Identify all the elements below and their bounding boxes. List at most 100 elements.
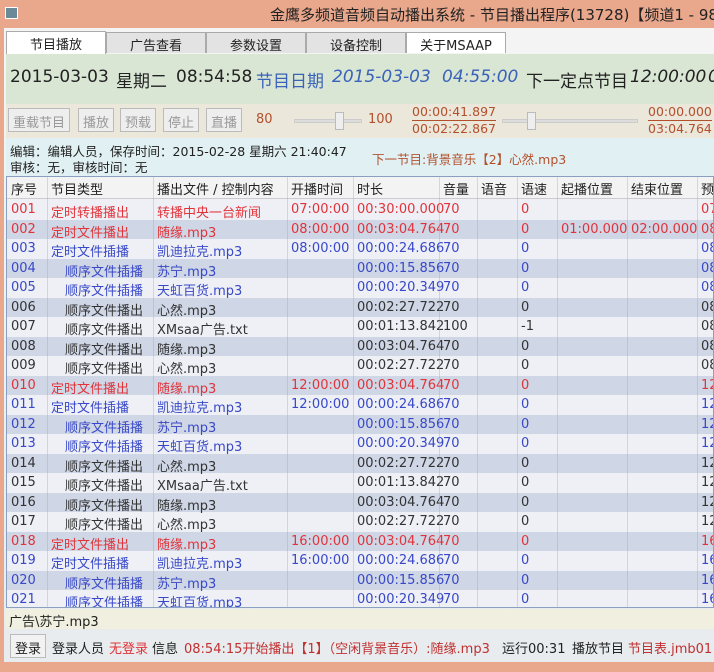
next-fixed-extra: 0 — [708, 67, 714, 87]
preload-button[interactable]: 预载 — [120, 108, 157, 132]
table-row[interactable]: 011 定时文件插播 凯迪拉克.mp3 12:00:00 00:00:24.686 70 0… — [7, 395, 713, 416]
program-time: 04:55:00 — [442, 67, 519, 87]
position-block: 00:00.000 03:04.764 — [648, 104, 712, 137]
login-button[interactable]: 登录 — [10, 634, 47, 658]
table-cell: 顺序文件播出 — [65, 342, 144, 358]
play-button[interactable]: 播放 — [78, 108, 115, 132]
tab-settings[interactable]: 参数设置 — [206, 32, 306, 54]
table-cell: 随缘.mp3 — [157, 225, 217, 241]
table-row[interactable]: 003 定时文件插播 凯迪拉克.mp3 08:00:00 00:00:24.686 70 0… — [7, 239, 713, 260]
table-cell: 顺序文件插播 — [65, 264, 144, 280]
live-button[interactable]: 直播 — [206, 108, 243, 132]
table-cell: 00:00:15.856 — [357, 572, 445, 588]
column-header[interactable]: 起播位置 — [561, 183, 614, 198]
table-cell: 随缘.mp3 — [157, 498, 217, 514]
end-position: 03:04.764 — [648, 121, 712, 136]
table-cell: 002 — [11, 221, 36, 237]
progress-slider[interactable] — [502, 112, 638, 130]
column-header[interactable]: 序号 — [11, 183, 38, 198]
table-cell: 70 — [443, 475, 460, 490]
table-cell: 12:00:00 — [291, 377, 350, 393]
column-header[interactable]: 语音 — [481, 183, 508, 198]
column-header[interactable]: 语速 — [521, 183, 548, 198]
table-cell: 12 — [701, 436, 713, 451]
tab-device-control[interactable]: 设备控制 — [306, 32, 406, 54]
table-cell: 07 — [701, 202, 713, 217]
table-cell: 00:01:13.842 — [357, 319, 445, 334]
table-cell: 顺序文件插播 — [65, 596, 144, 608]
stop-button[interactable]: 停止 — [163, 108, 200, 132]
current-date: 2015-03-03 — [10, 67, 109, 87]
table-cell: 定时文件播出 — [51, 537, 130, 553]
table-cell: 心然.mp3 — [157, 303, 217, 319]
table-cell: 70 — [443, 377, 460, 393]
editor-info: 编辑：编辑人员，保存时间：2015-02-28 星期六 21:40:47 — [10, 144, 347, 159]
table-cell: 0 — [521, 572, 530, 588]
volume-slider[interactable] — [294, 112, 362, 130]
start-position: 00:00.000 — [648, 104, 712, 121]
column-header[interactable]: 播出文件 / 控制内容 — [157, 183, 274, 198]
table-cell: 08 — [701, 280, 713, 295]
table-cell: 0 — [521, 241, 530, 256]
table-row[interactable]: 019 定时文件插播 凯迪拉克.mp3 16:00:00 00:00:24.686 70 0… — [7, 551, 713, 572]
table-cell: 100 — [443, 319, 468, 334]
table-cell: 0 — [521, 280, 530, 295]
table-cell: 0 — [521, 260, 530, 276]
tab-program-play[interactable]: 节目播放 — [6, 31, 106, 54]
reload-button[interactable]: 重载节目 — [8, 108, 71, 132]
table-row[interactable]: 002 定时文件播出 随缘.mp3 08:00:00 00:03:04.764 70 0 01… — [7, 219, 713, 241]
table-cell: 00:00:15.856 — [357, 260, 445, 276]
table-cell: 70 — [443, 494, 460, 510]
table-cell: 0 — [521, 475, 530, 490]
table-cell: 70 — [443, 514, 460, 529]
column-divider — [47, 177, 48, 607]
column-header[interactable]: 时长 — [357, 183, 384, 198]
volume-thumb[interactable] — [335, 112, 344, 130]
table-cell: 70 — [443, 260, 460, 276]
table-cell: 70 — [443, 241, 460, 256]
table-cell: 70 — [443, 533, 460, 549]
table-cell: 00:02:27.722 — [357, 299, 445, 315]
table-cell: 70 — [443, 455, 460, 471]
table-cell: 0 — [521, 514, 530, 529]
column-divider — [353, 177, 354, 607]
table-cell: 0 — [521, 338, 530, 354]
table-cell: 随缘.mp3 — [157, 342, 217, 358]
next-fixed-time: 12:00:00 — [630, 67, 707, 87]
info-label: 信息 — [152, 642, 179, 657]
column-header[interactable]: 预 — [701, 183, 714, 198]
table-row[interactable]: 001 定时转播播出 转播中央一台新闻 07:00:00 00:30:00.000 70 0… — [7, 200, 713, 221]
program-table[interactable]: 序号 节目类型 播出文件 / 控制内容 开播时间 时长 音量 语音 语速 起播位置 结束位置预 00… — [6, 176, 714, 608]
table-cell: 70 — [443, 358, 460, 373]
table-cell: 009 — [11, 358, 36, 373]
table-cell: 015 — [11, 475, 36, 490]
column-header[interactable]: 开播时间 — [291, 183, 344, 198]
table-cell: 017 — [11, 514, 36, 529]
tab-about[interactable]: 关于MSAAP — [406, 32, 506, 54]
column-header[interactable]: 音量 — [443, 183, 470, 198]
app-icon — [5, 7, 18, 19]
table-cell: 0 — [521, 221, 530, 237]
column-header[interactable]: 结束位置 — [631, 183, 684, 198]
column-header[interactable]: 节目类型 — [51, 183, 104, 198]
progress-thumb[interactable] — [527, 112, 536, 130]
table-cell: 16 — [701, 592, 713, 607]
table-cell: 顺序文件插播 — [65, 420, 144, 436]
tab-ad-view[interactable]: 广告查看 — [106, 32, 206, 54]
